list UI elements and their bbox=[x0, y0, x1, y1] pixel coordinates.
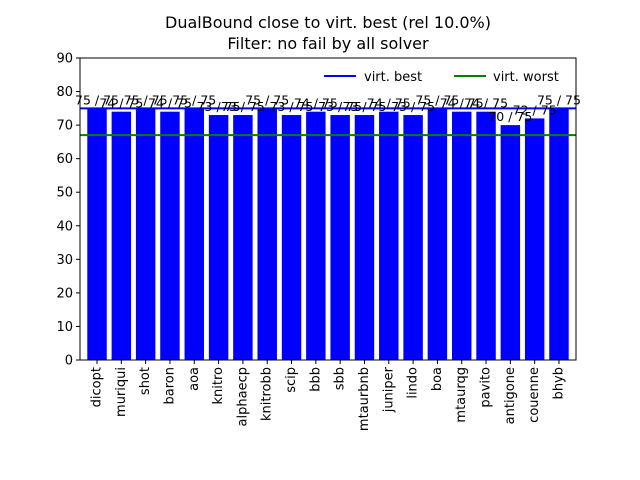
x-tick-label-lindo: lindo bbox=[406, 367, 421, 399]
legend-label-virt-worst: virt. worst bbox=[493, 70, 559, 85]
x-tick-label-muriqui: muriqui bbox=[114, 367, 129, 417]
bar-scip bbox=[281, 115, 302, 361]
bar-label-knitro: 73 / 75 bbox=[197, 99, 241, 114]
bar-knitrobb bbox=[257, 108, 277, 360]
bar-mtaurqg bbox=[452, 111, 472, 360]
bar-dicopt bbox=[87, 108, 107, 360]
x-tick-label-scip: scip bbox=[284, 367, 299, 393]
bar-boa bbox=[427, 108, 448, 360]
bar-shot bbox=[135, 108, 156, 360]
bar-label-pavito: 74 / 75 bbox=[464, 96, 508, 111]
legend: virt. best virt. worst bbox=[324, 70, 559, 85]
bar-label-couenne: 72 / 75 bbox=[513, 102, 557, 117]
y-tick-label-40: 40 bbox=[56, 219, 73, 234]
x-tick-label-aoa: aoa bbox=[187, 367, 202, 391]
bar-pavito bbox=[476, 111, 496, 360]
bar-label-dicopt: 75 / 75 bbox=[75, 92, 119, 107]
x-tick-label-mtaurqg: mtaurqg bbox=[454, 367, 469, 423]
bars-group bbox=[87, 108, 569, 361]
bar-lindo bbox=[403, 115, 423, 361]
x-tick-label-bhyb: bhyb bbox=[551, 367, 566, 399]
bar-label-sbb: 73 / 75 bbox=[318, 99, 362, 114]
x-tick-label-mtaurbnb: mtaurbnb bbox=[357, 367, 372, 431]
y-tick-label-60: 60 bbox=[56, 152, 73, 167]
y-tick-label-30: 30 bbox=[56, 253, 73, 268]
x-tick-label-boa: boa bbox=[430, 367, 445, 391]
x-tick-label-shot: shot bbox=[138, 367, 153, 395]
reference-lines-group bbox=[80, 107, 576, 137]
y-tick-label-10: 10 bbox=[56, 320, 73, 335]
x-tick-label-antigone: antigone bbox=[503, 367, 518, 424]
bar-baron bbox=[160, 111, 180, 360]
x-tick-label-alphaecp: alphaecp bbox=[235, 367, 250, 426]
x-tick-label-juniper: juniper bbox=[381, 366, 396, 413]
bar-label-lindo: 73 / 75 bbox=[391, 99, 435, 114]
x-tick-label-knitrobb: knitrobb bbox=[260, 367, 275, 421]
bar-label-baron: 74 / 75 bbox=[148, 96, 192, 111]
bar-alphaecp bbox=[233, 115, 253, 361]
bar-label-muriqui: 74 / 75 bbox=[99, 96, 143, 111]
bar-antigone bbox=[500, 125, 521, 360]
y-tick-label-20: 20 bbox=[56, 286, 73, 301]
bar-label-scip: 73 / 75 bbox=[270, 99, 314, 114]
bar-knitro bbox=[208, 115, 229, 361]
y-tick-label-70: 70 bbox=[56, 119, 73, 134]
y-axis: 0 10 20 30 40 50 60 70 80 90 bbox=[56, 52, 80, 369]
x-tick-label-baron: baron bbox=[162, 367, 177, 404]
x-tick-label-knitro: knitro bbox=[211, 367, 226, 405]
bar-label-juniper: 74 / 75 bbox=[367, 96, 411, 111]
bar-label-knitrobb: 75 / 75 bbox=[245, 92, 289, 107]
y-tick-label-90: 90 bbox=[56, 52, 73, 67]
bar-label-bhyb: 75 / 75 bbox=[537, 92, 581, 107]
bar-muriqui bbox=[111, 111, 132, 360]
bar-bbb bbox=[306, 111, 326, 360]
x-tick-label-bbb: bbb bbox=[308, 367, 323, 392]
y-tick-label-0: 0 bbox=[65, 354, 73, 369]
plot-frame bbox=[79, 57, 577, 361]
x-axis: dicopt muriqui shot baron aoa knitro alphaecp k… bbox=[90, 360, 566, 431]
bar-label-aoa: 75 / 75 bbox=[172, 92, 216, 107]
y-tick-label-80: 80 bbox=[56, 85, 73, 100]
x-tick-label-couenne: couenne bbox=[527, 367, 542, 423]
bar-label-antigone: 70 / 75 bbox=[488, 109, 532, 124]
bar-label-bbb: 74 / 75 bbox=[294, 96, 338, 111]
bar-label-alphaecp: 73 / 75 bbox=[221, 99, 265, 114]
bar-couenne bbox=[524, 118, 545, 361]
bar-label-mtaurqg: 74 / 75 bbox=[440, 96, 484, 111]
chart-subtitle: Filter: no fail by all solver bbox=[227, 34, 429, 53]
chart-title: DualBound close to virt. best (rel 10.0%… bbox=[165, 13, 491, 32]
bar-aoa bbox=[184, 108, 204, 360]
legend-label-virt-best: virt. best bbox=[364, 70, 422, 85]
y-tick-label-50: 50 bbox=[56, 186, 73, 201]
bar-bhyb bbox=[549, 108, 569, 360]
x-tick-label-pavito: pavito bbox=[479, 367, 494, 408]
x-tick-label-dicopt: dicopt bbox=[90, 367, 105, 407]
bar-label-mtaurbnb: 73 / 75 bbox=[342, 99, 386, 114]
bar-sbb bbox=[330, 115, 350, 361]
bar-label-boa: 75 / 75 bbox=[415, 92, 459, 107]
bar-juniper bbox=[379, 111, 399, 360]
bar-label-shot: 75 / 75 bbox=[124, 92, 168, 107]
x-tick-label-sbb: sbb bbox=[333, 367, 348, 390]
bar-mtaurbnb bbox=[354, 115, 375, 361]
